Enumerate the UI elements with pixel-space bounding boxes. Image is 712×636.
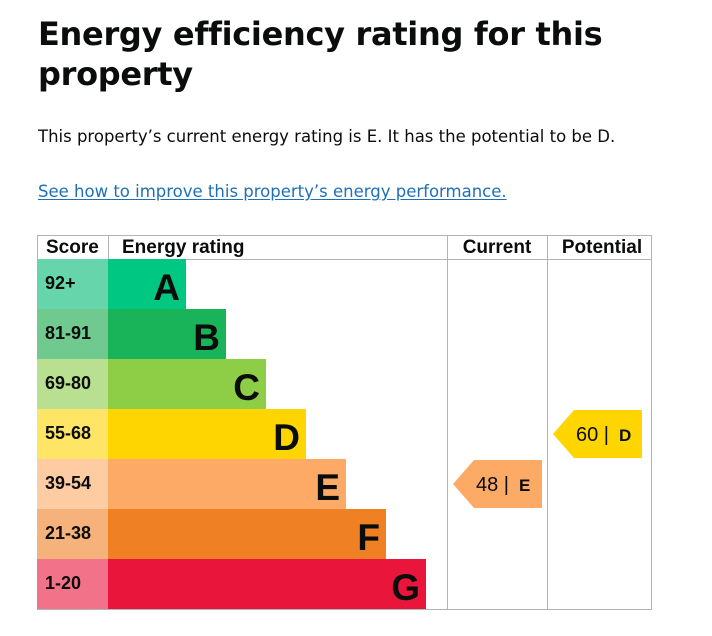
band-letter-d: D [273,417,300,458]
score-cell-c [37,359,108,409]
rating-summary: This property’s current energy rating is… [38,127,616,146]
rating-bar-e [108,459,346,509]
score-cell-e [37,459,108,509]
score-cell-d [37,409,108,459]
band-letter-f: F [357,517,380,558]
rating-bar-g [108,559,426,609]
potential-rating-arrow [553,410,642,458]
score-range-e: 39-54 [45,473,91,493]
header-potential: Potential [562,237,642,258]
chart-headers: Score Energy rating Current Potential [46,237,642,258]
improve-energy-performance-link[interactable]: See how to improve this property’s energ… [38,182,507,201]
score-range-a: 92+ [45,273,76,293]
score-cell-g [37,559,108,609]
band-letter-e: E [315,467,340,508]
band-letter-b: B [193,317,220,358]
score-range-f: 21-38 [45,523,91,543]
rating-markers: 48 | E 60 | D [453,410,642,508]
score-cell-a [37,259,108,309]
band-letter-a: A [153,267,180,308]
current-rating-arrow [453,460,542,508]
rating-bar-b [108,309,226,359]
score-range-b: 81-91 [45,323,91,343]
header-current: Current [463,237,532,258]
rating-bands: 92+ A 81-91 B 69-80 C 55-68 D 39-54 E 21-38 F 1-20 G [37,259,426,609]
score-cell-f [37,509,108,559]
band-letter-g: G [391,567,420,608]
score-cell-b [37,309,108,359]
potential-rating-score: 60 | [576,424,609,446]
rating-bar-a [108,259,186,309]
potential-rating-band: D [619,426,631,445]
rating-bar-d [108,409,306,459]
current-rating-score: 48 | [476,474,509,496]
chart-grid [37,235,652,610]
page-title: Energy efficiency rating for this proper… [38,15,603,93]
rating-bar-c [108,359,266,409]
band-letter-c: C [233,367,260,408]
header-energy-rating: Energy rating [122,237,244,258]
rating-bar-f [108,509,386,559]
current-rating-band: E [519,476,530,495]
score-range-g: 1-20 [45,573,81,593]
score-range-c: 69-80 [45,373,91,393]
score-range-d: 55-68 [45,423,91,443]
header-score: Score [46,237,99,258]
